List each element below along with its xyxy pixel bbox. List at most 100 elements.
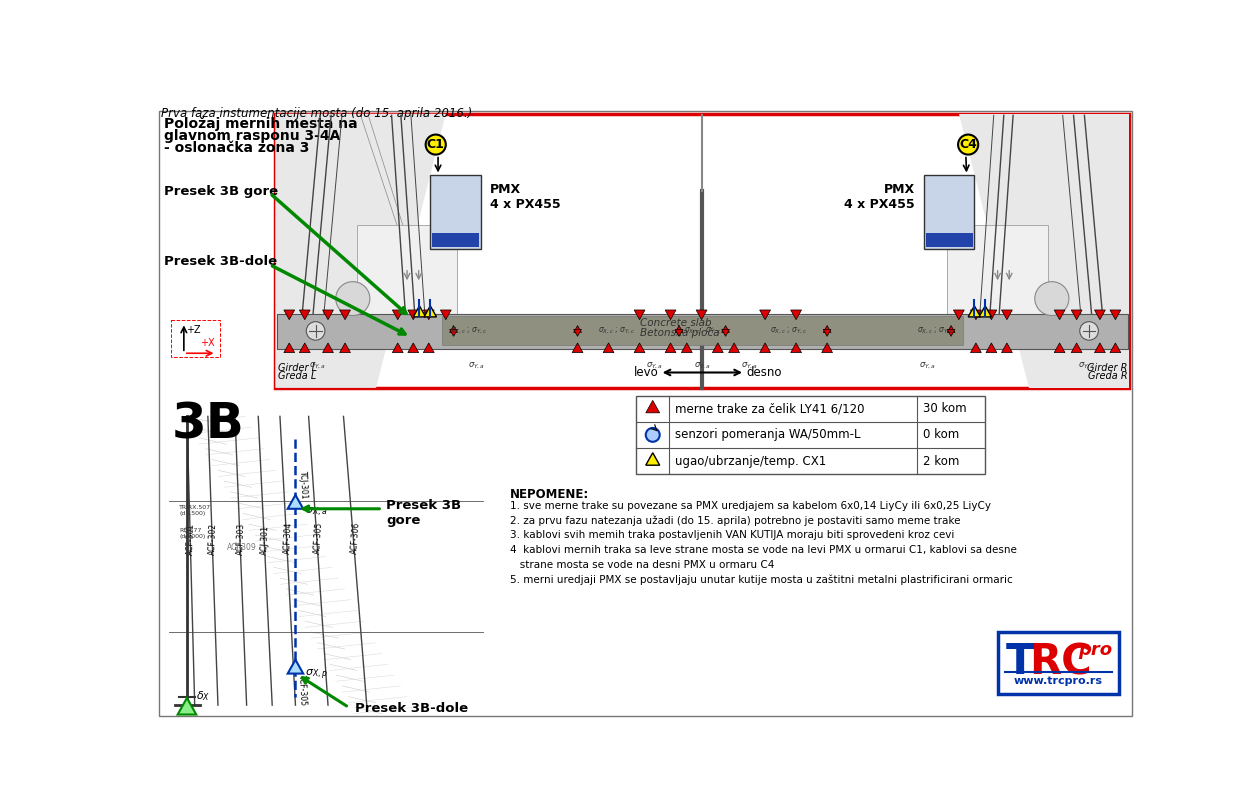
Polygon shape — [722, 325, 730, 332]
Polygon shape — [722, 329, 730, 337]
Text: Presek 3B
gore: Presek 3B gore — [386, 499, 461, 527]
Text: merne trake za čelik LY41 6/120: merne trake za čelik LY41 6/120 — [675, 402, 864, 415]
Text: PMX
4 x PX455: PMX 4 x PX455 — [490, 183, 561, 211]
Text: TCF-305: TCF-305 — [297, 675, 307, 706]
Polygon shape — [300, 343, 310, 353]
Polygon shape — [970, 343, 982, 353]
Text: +X: +X — [200, 338, 214, 348]
Polygon shape — [645, 453, 660, 465]
Circle shape — [645, 428, 660, 441]
Polygon shape — [791, 310, 801, 320]
Text: Betonska ploča: Betonska ploča — [640, 328, 719, 338]
Bar — [171, 320, 219, 358]
Text: TR.RX.507
(d1.500): TR.RX.507 (d1.500) — [179, 505, 212, 516]
Polygon shape — [323, 310, 334, 320]
Polygon shape — [645, 400, 660, 413]
Polygon shape — [968, 306, 980, 317]
Bar — [275, 114, 1129, 388]
Polygon shape — [959, 114, 1129, 388]
Polygon shape — [1055, 310, 1065, 320]
Polygon shape — [450, 325, 457, 332]
Text: $\sigma_{X,c}$ ; $\sigma_{Y,c}$: $\sigma_{X,c}$ ; $\sigma_{Y,c}$ — [597, 326, 635, 336]
Polygon shape — [572, 343, 583, 353]
Text: RC: RC — [1029, 642, 1092, 684]
Polygon shape — [760, 343, 771, 353]
Bar — [431, 175, 480, 249]
Polygon shape — [987, 310, 997, 320]
Text: $\sigma_{X,c}$ ; $\sigma_{Y,c}$: $\sigma_{X,c}$ ; $\sigma_{Y,c}$ — [450, 326, 488, 336]
Text: Concrete slab: Concrete slab — [640, 318, 712, 328]
Bar — [948, 225, 1048, 314]
Polygon shape — [287, 495, 304, 508]
Polygon shape — [392, 343, 403, 353]
Text: 30 kom: 30 kom — [924, 402, 966, 415]
Polygon shape — [682, 343, 692, 353]
Bar — [442, 316, 963, 345]
Text: T: T — [1007, 642, 1034, 684]
Text: strane mosta se vode na desni PMX u ormaru C4: strane mosta se vode na desni PMX u orma… — [510, 559, 775, 570]
Polygon shape — [284, 343, 295, 353]
Polygon shape — [425, 306, 436, 317]
Text: ACF-304: ACF-304 — [282, 522, 294, 554]
Text: Presek 3B-dole: Presek 3B-dole — [164, 255, 277, 268]
Circle shape — [306, 322, 325, 341]
Text: Girder R: Girder R — [1087, 363, 1128, 374]
Polygon shape — [665, 343, 675, 353]
Text: 2 kom: 2 kom — [924, 454, 960, 467]
Polygon shape — [408, 310, 418, 320]
Text: $\sigma_{Y,a}$: $\sigma_{Y,a}$ — [310, 361, 326, 371]
Circle shape — [426, 135, 446, 155]
Text: $\delta_X$: $\delta_X$ — [197, 689, 210, 703]
Polygon shape — [634, 343, 645, 353]
Polygon shape — [822, 343, 833, 353]
Polygon shape — [275, 114, 446, 388]
Polygon shape — [823, 329, 832, 337]
Text: ACF-302: ACF-302 — [208, 522, 218, 554]
Text: 0 kom: 0 kom — [924, 429, 959, 441]
Text: 3B: 3B — [171, 401, 244, 449]
Circle shape — [335, 282, 370, 316]
Polygon shape — [340, 310, 350, 320]
Polygon shape — [408, 343, 418, 353]
Text: $\sigma_{Y,a}$: $\sigma_{Y,a}$ — [646, 361, 664, 371]
Text: $\sigma_{Y,a}$: $\sigma_{Y,a}$ — [469, 361, 485, 371]
Polygon shape — [392, 310, 403, 320]
Polygon shape — [1095, 310, 1105, 320]
Text: $\sigma_{X,c}$ ; $\sigma_{Y,c}$: $\sigma_{X,c}$ ; $\sigma_{Y,c}$ — [770, 326, 808, 336]
Text: pro: pro — [1079, 642, 1113, 659]
Text: senzori pomeranja WA/50mm-L: senzori pomeranja WA/50mm-L — [675, 429, 861, 441]
Polygon shape — [665, 310, 675, 320]
Polygon shape — [1002, 343, 1012, 353]
Polygon shape — [823, 325, 832, 332]
Polygon shape — [979, 306, 992, 317]
Text: ACJ-301: ACJ-301 — [260, 525, 271, 554]
Polygon shape — [323, 343, 334, 353]
Text: - oslonačka zona 3: - oslonačka zona 3 — [164, 141, 309, 156]
Polygon shape — [1071, 310, 1082, 320]
Text: $\sigma_{X,a}$: $\sigma_{X,a}$ — [305, 506, 328, 519]
Bar — [636, 395, 985, 475]
Text: 3. kablovi svih memih traka postavljenih VAN KUTIJA moraju biti sprovedeni kroz : 3. kablovi svih memih traka postavljenih… — [510, 530, 955, 541]
Text: ACJ-309: ACJ-309 — [227, 543, 257, 552]
Polygon shape — [300, 310, 310, 320]
Text: Položaj mernih mesta na: Položaj mernih mesta na — [164, 117, 358, 132]
Text: Girder L: Girder L — [277, 363, 316, 374]
Circle shape — [958, 135, 978, 155]
Polygon shape — [1002, 310, 1012, 320]
Text: ACF-303: ACF-303 — [236, 522, 246, 554]
Polygon shape — [634, 310, 645, 320]
Polygon shape — [1095, 343, 1105, 353]
Text: TCJ-301: TCJ-301 — [297, 470, 309, 500]
Text: ACF-301: ACF-301 — [185, 522, 195, 554]
Text: ACF-306: ACF-306 — [350, 522, 362, 554]
Text: 1. sve merne trake su povezane sa PMX uredjajem sa kabelom 6x0,14 LiyCy ili 6x0,: 1. sve merne trake su povezane sa PMX ur… — [510, 501, 992, 511]
Text: Greda R: Greda R — [1087, 371, 1128, 381]
Bar — [924, 175, 974, 249]
Polygon shape — [1110, 310, 1121, 320]
Text: Greda L: Greda L — [278, 371, 316, 381]
Circle shape — [1034, 282, 1068, 316]
Polygon shape — [948, 325, 955, 332]
Text: +Z: +Z — [186, 324, 200, 335]
Text: 5. merni uredjaji PMX se postavljaju unutar kutije mosta u zaštitni metalni plas: 5. merni uredjaji PMX se postavljaju unu… — [510, 575, 1013, 585]
Polygon shape — [423, 343, 435, 353]
